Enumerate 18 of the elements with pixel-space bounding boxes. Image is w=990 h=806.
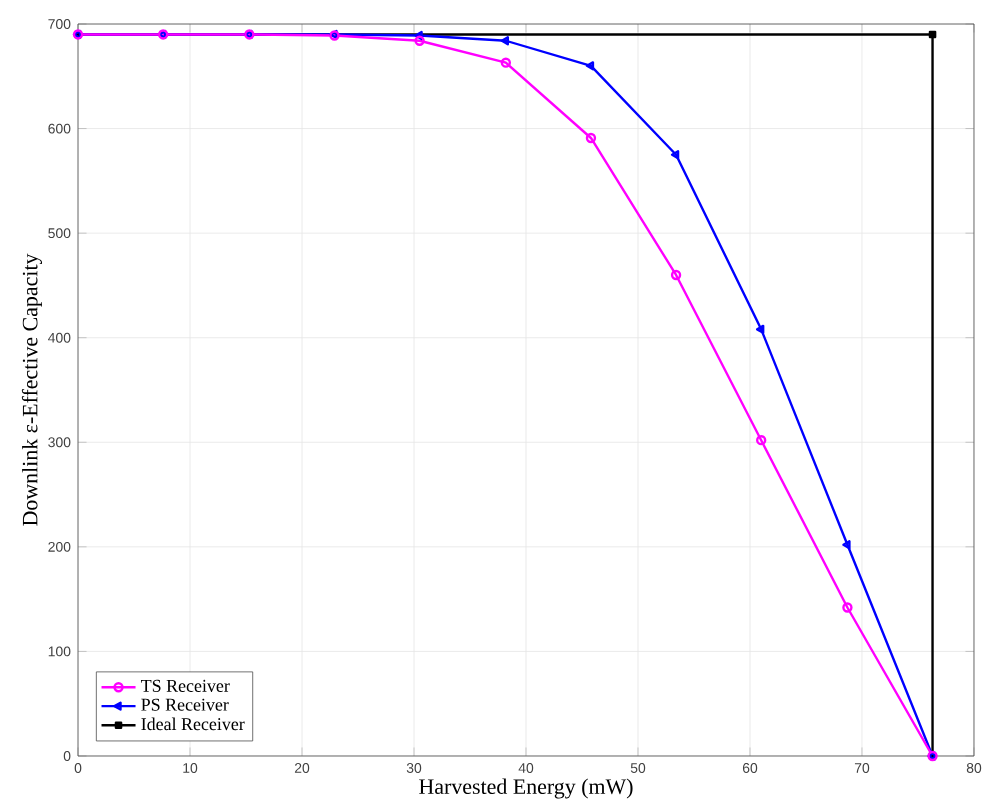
legend-label: PS Receiver [141,699,229,712]
point [670,270,682,281]
point [670,150,680,160]
point [500,36,510,46]
point [585,61,595,71]
legend-label: Ideal Receiver [141,717,245,731]
point [500,57,512,69]
point [756,325,765,335]
legend-label: TS Receiver [141,680,230,693]
point [928,31,937,39]
x-axis-title: Harvested Energy (mW) [419,779,633,799]
point [414,35,425,47]
point [842,540,851,550]
point [842,602,853,614]
y-axis-title: Downlink ε-Effective Capacity [21,254,43,527]
point [756,435,767,446]
point [585,133,597,144]
point [414,31,423,41]
